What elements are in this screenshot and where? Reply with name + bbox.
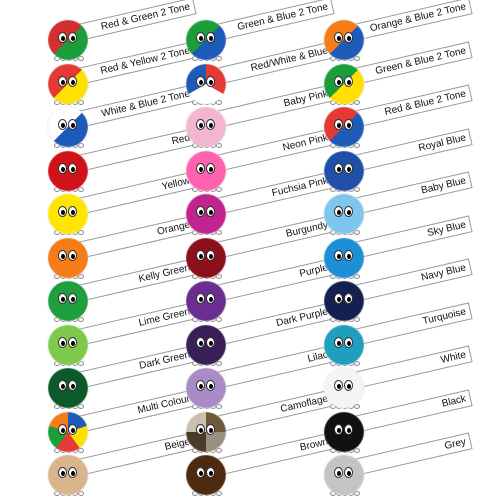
fuzzy-ball-icon [48, 63, 88, 104]
color-swatch[interactable]: Beige [45, 432, 208, 499]
fuzzy-ball-icon [186, 368, 226, 408]
fuzzy-ball-icon [48, 194, 88, 234]
fuzzy-ball-icon [186, 194, 226, 234]
fuzzy-ball-icon [48, 411, 88, 452]
swatch-label: Orange & Blue 2 Tone [368, 1, 468, 35]
eyes-icon [334, 119, 354, 130]
fuzzy-ball-icon [186, 324, 226, 365]
eyes-icon [334, 423, 354, 435]
fuzzy-ball-icon [186, 150, 226, 191]
fuzzy-ball-icon [324, 455, 364, 495]
eyes-icon [196, 119, 216, 130]
fuzzy-ball-icon [48, 20, 88, 60]
fuzzy-ball-icon [186, 107, 226, 147]
fuzzy-ball-icon [48, 368, 88, 408]
fuzzy-ball-icon [48, 281, 88, 321]
fuzzy-ball-icon [324, 150, 364, 191]
fuzzy-ball-icon [48, 150, 88, 191]
eyes-icon [58, 162, 78, 174]
fuzzy-ball-icon [186, 455, 226, 495]
fuzzy-ball-icon [48, 237, 88, 278]
eyes-icon [196, 336, 216, 348]
fuzzy-ball-icon [324, 324, 364, 365]
fuzzy-ball-icon [324, 411, 364, 452]
eyes-icon [196, 423, 216, 435]
eyes-icon [196, 32, 216, 43]
fuzzy-ball-icon [186, 237, 226, 278]
fuzzy-ball-icon [324, 194, 364, 234]
color-swatch[interactable]: Brown [183, 432, 346, 499]
eyes-icon [196, 206, 216, 217]
eyes-icon [58, 380, 78, 391]
fuzzy-ball-icon [324, 63, 364, 104]
swatch-label: Black [440, 392, 468, 410]
swatch-label: Green & Blue 2 Tone [236, 1, 330, 34]
eyes-icon [196, 293, 216, 304]
eyes-icon [334, 380, 354, 391]
fuzzy-ball-icon [186, 20, 226, 60]
eyes-icon [196, 467, 216, 478]
fuzzy-ball-icon [48, 455, 88, 495]
eyes-icon [334, 206, 354, 217]
eyes-icon [58, 75, 78, 87]
eyes-icon [196, 380, 216, 391]
fuzzy-ball-icon [324, 281, 364, 321]
eyes-icon [334, 249, 354, 261]
eyes-icon [334, 336, 354, 348]
fuzzy-ball-icon [48, 324, 88, 365]
fuzzy-ball-icon [186, 63, 226, 104]
swatch-label: White [439, 349, 468, 366]
eyes-icon [334, 32, 354, 43]
eyes-icon [58, 206, 78, 217]
eyes-icon [58, 336, 78, 348]
swatch-label: Grey [443, 436, 468, 453]
fuzzy-ball-icon [324, 107, 364, 147]
eyes-icon [58, 293, 78, 304]
eyes-icon [334, 162, 354, 174]
eyes-icon [58, 423, 78, 435]
eyes-icon [196, 162, 216, 174]
eyes-icon [334, 293, 354, 304]
eyes-icon [58, 467, 78, 478]
fuzzy-ball-icon [186, 281, 226, 321]
eyes-icon [334, 75, 354, 87]
eyes-icon [58, 32, 78, 43]
eyes-icon [58, 249, 78, 261]
eyes-icon [334, 467, 354, 478]
eyes-icon [58, 119, 78, 130]
color-swatch[interactable]: Grey [321, 432, 484, 499]
eyes-icon [196, 249, 216, 261]
fuzzy-ball-icon [186, 411, 226, 452]
fuzzy-ball-icon [324, 368, 364, 408]
fuzzy-ball-icon [48, 107, 88, 147]
swatch-label: Red & Green 2 Tone [99, 1, 192, 33]
fuzzy-ball-icon [324, 20, 364, 60]
eyes-icon [196, 75, 216, 87]
fuzzy-ball-icon [324, 237, 364, 278]
